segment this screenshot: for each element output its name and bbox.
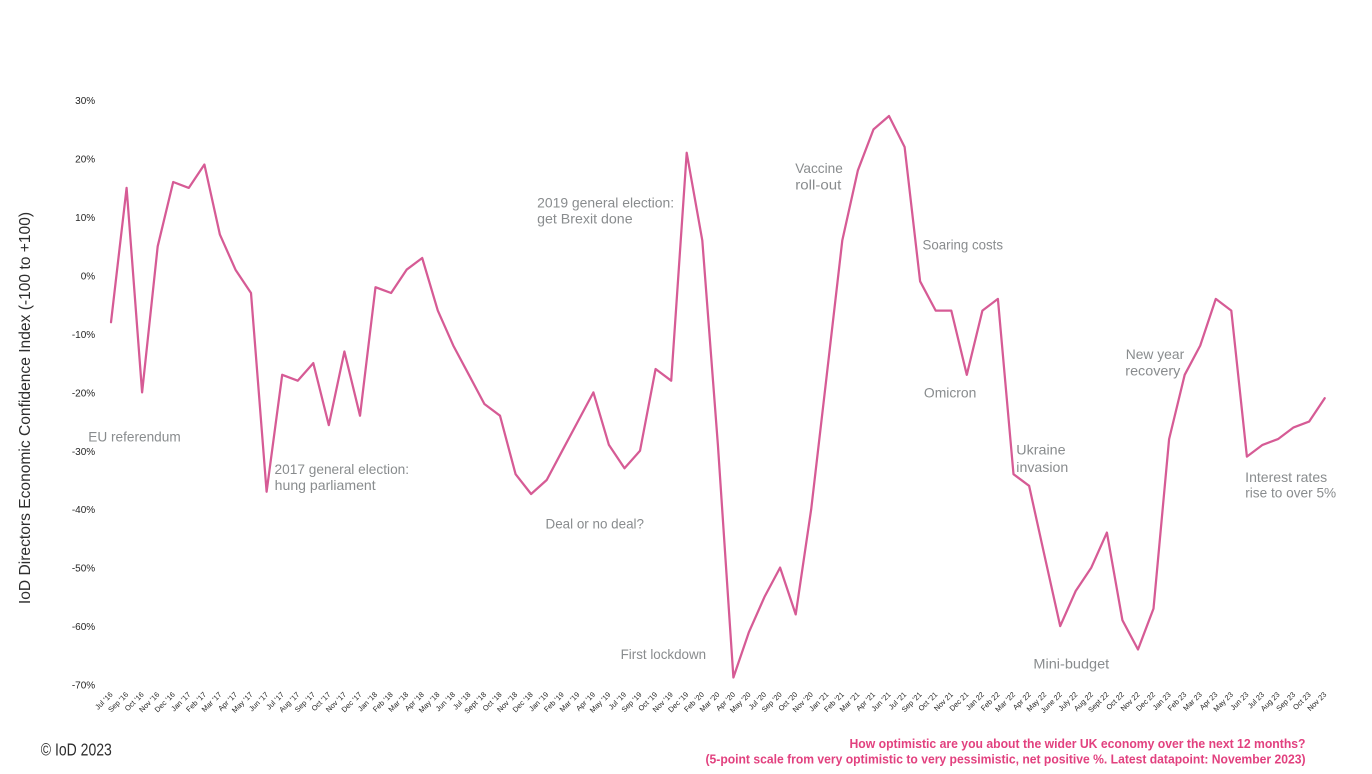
svg-text:hung parliament: hung parliament [275,478,376,493]
svg-text:20%: 20% [75,155,95,166]
svg-text:Omicron: Omicron [924,386,977,401]
svg-text:-70%: -70% [72,681,95,692]
svg-text:-30%: -30% [72,447,95,458]
svg-text:get Brexit done: get Brexit done [537,212,633,227]
svg-text:Ukraine: Ukraine [1016,443,1066,458]
svg-text:IoD Directors Economic Confide: IoD Directors Economic Confidence Index … [17,212,34,604]
svg-text:2017 general election:: 2017 general election: [275,462,410,477]
svg-text:Vaccine: Vaccine [795,161,843,176]
svg-text:© IoD 2023: © IoD 2023 [41,740,112,760]
svg-text:10%: 10% [75,213,95,224]
svg-text:First lockdown: First lockdown [621,647,707,662]
svg-text:invasion: invasion [1016,460,1068,475]
svg-text:EU referendum: EU referendum [88,429,180,444]
svg-text:How optimistic are you about t: How optimistic are you about the wider U… [850,736,1306,751]
svg-text:-10%: -10% [72,330,95,341]
svg-text:rise to over 5%: rise to over 5% [1245,486,1336,501]
svg-text:recovery: recovery [1125,363,1180,378]
svg-text:Interest rates: Interest rates [1245,470,1327,485]
svg-text:Soaring costs: Soaring costs [923,237,1004,252]
svg-text:-20%: -20% [72,388,95,399]
svg-text:0%: 0% [81,272,96,283]
svg-text:-40%: -40% [72,505,95,516]
svg-text:Mini-budget: Mini-budget [1033,656,1109,671]
svg-text:roll-out: roll-out [795,177,841,192]
svg-text:New year: New year [1126,347,1185,362]
svg-text:-60%: -60% [72,622,95,633]
svg-text:Deal or no deal?: Deal or no deal? [546,516,645,531]
svg-text:2019 general election:: 2019 general election: [537,196,674,211]
svg-text:(5-point scale from very optim: (5-point scale from very optimistic to v… [706,752,1306,767]
svg-text:30%: 30% [75,96,95,107]
svg-text:-50%: -50% [72,564,95,575]
